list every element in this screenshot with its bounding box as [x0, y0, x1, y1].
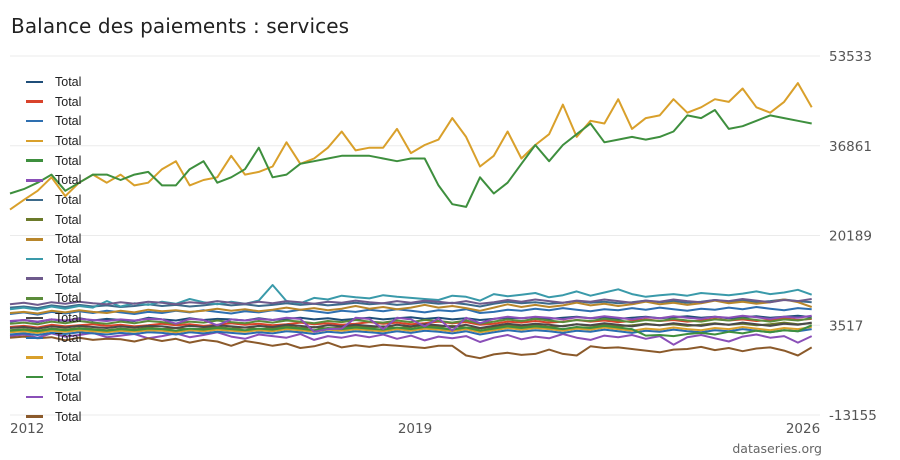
legend-swatch [26, 297, 43, 300]
series-line-6 [9, 331, 813, 346]
series-line-5 [9, 109, 812, 208]
legend-label: Total [55, 389, 82, 404]
series-line-15 [9, 326, 812, 334]
legend-swatch [26, 277, 43, 280]
x-tick-label: 2019 [398, 421, 432, 437]
series-line-17 [9, 314, 812, 333]
legend-item: Total [26, 289, 81, 309]
legend-swatch [26, 375, 43, 379]
chart-title: Balance des paiements : services [11, 14, 350, 38]
series-line-16 [9, 324, 813, 338]
y-tick-label: -13155 [829, 408, 877, 424]
legend-item: Total [26, 308, 81, 328]
legend-swatch [26, 198, 43, 202]
y-tick-label: 36861 [829, 139, 872, 155]
legend-label: Total [55, 350, 82, 365]
legend-item: Total [26, 348, 81, 368]
legend-label: Total [55, 212, 82, 227]
legend-swatch [26, 218, 43, 221]
legend-swatch [26, 179, 43, 182]
legend-swatch [26, 316, 43, 320]
series-line-11 [9, 298, 812, 306]
series-line-12 [9, 317, 812, 326]
legend-item: Total [26, 170, 81, 190]
legend-item: Total [26, 249, 81, 269]
x-axis-ticks: 2012 2019 2026 [10, 421, 820, 437]
legend-swatch [26, 80, 43, 84]
series-lines [9, 82, 813, 360]
legend-item: Total [26, 151, 81, 171]
legend-label: Total [55, 409, 82, 424]
legend-item: Total [26, 230, 81, 250]
legend-label: Total [55, 133, 82, 148]
legend-swatch [26, 257, 43, 261]
legend-label: Total [55, 330, 82, 345]
y-tick-label: 20189 [829, 229, 872, 245]
y-axis-ticks: 53533 36861 20189 3517 -13155 [829, 49, 877, 424]
y-tick-label: 3517 [829, 318, 863, 334]
series-line-18 [9, 335, 813, 360]
legend-swatch [26, 139, 43, 143]
legend-label: Total [55, 173, 82, 188]
legend-item: Total [26, 269, 81, 289]
legend-label: Total [55, 271, 82, 286]
legend-label: Total [55, 94, 82, 109]
x-tick-label: 2012 [10, 421, 44, 437]
series-line-9 [9, 298, 813, 315]
legend-label: Total [55, 370, 82, 385]
legend-item: Total [26, 131, 81, 151]
legend-label: Total [55, 252, 82, 267]
legend-label: Total [55, 311, 82, 326]
legend: Total Total Total Total Total Total Total Total… [26, 72, 81, 426]
legend-item: Total [26, 328, 81, 348]
source-label: dataseries.org [732, 441, 822, 456]
legend-item: Total [26, 407, 81, 427]
legend-label: Total [55, 291, 82, 306]
legend-swatch [26, 159, 43, 162]
legend-swatch [26, 395, 43, 399]
legend-swatch [26, 356, 43, 359]
legend-item: Total [26, 72, 81, 92]
series-line-3 [9, 306, 812, 316]
grid-lines [10, 55, 820, 416]
legend-item: Total [26, 367, 81, 387]
legend-label: Total [55, 114, 82, 129]
legend-label: Total [55, 74, 82, 89]
legend-label: Total [55, 192, 82, 207]
legend-item: Total [26, 92, 81, 112]
legend-item: Total [26, 387, 81, 407]
series-line-4 [9, 82, 813, 211]
y-tick-label: 53533 [829, 49, 872, 65]
series-line-14 [9, 328, 812, 336]
legend-label: Total [55, 153, 82, 168]
legend-item: Total [26, 111, 81, 131]
legend-swatch [26, 336, 43, 340]
x-tick-label: 2026 [786, 421, 820, 437]
legend-swatch [26, 119, 43, 123]
series-line-13 [9, 321, 812, 330]
series-line-10 [9, 284, 813, 311]
legend-swatch [26, 415, 43, 418]
legend-item: Total [26, 190, 81, 210]
legend-swatch [26, 100, 43, 103]
legend-label: Total [55, 232, 82, 247]
legend-swatch [26, 238, 43, 241]
legend-item: Total [26, 210, 81, 230]
